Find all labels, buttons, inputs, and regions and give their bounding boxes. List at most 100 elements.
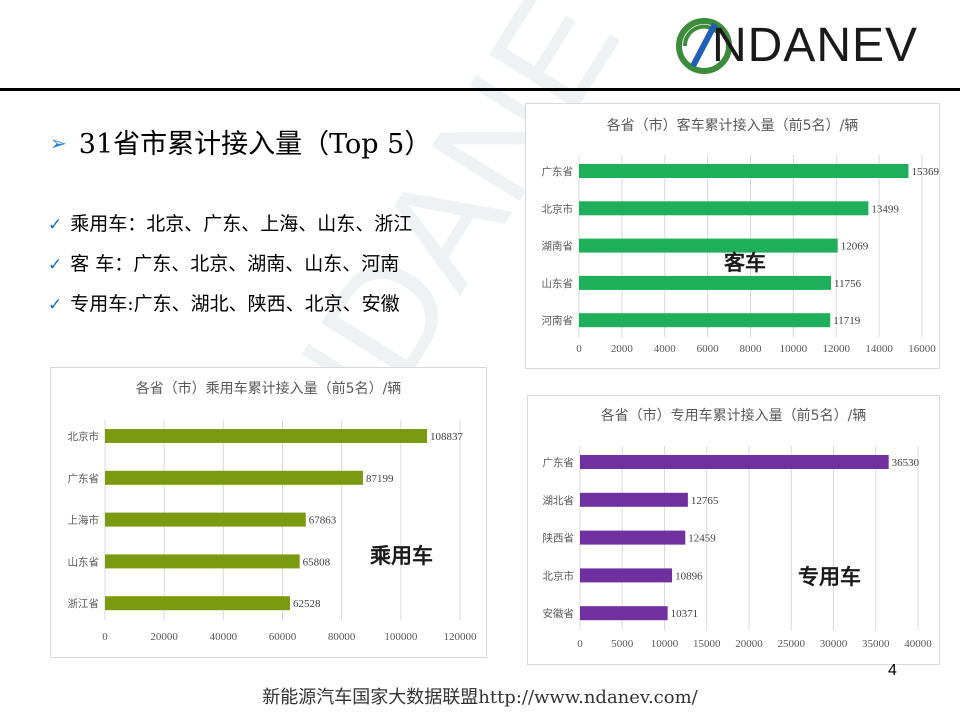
passenger-value-label: 67863 xyxy=(309,515,337,527)
ndanev-logo-icon xyxy=(676,18,732,74)
special-tick-label: 10000 xyxy=(651,638,679,650)
bus-tick-label: 14000 xyxy=(865,343,893,355)
special-bar xyxy=(580,455,889,469)
bus-category-label: 山东省 xyxy=(542,277,574,290)
bus-bar xyxy=(579,313,831,328)
bus-tick-label: 0 xyxy=(576,343,582,355)
special-category-label: 安徽省 xyxy=(543,607,575,620)
special-tick-label: 30000 xyxy=(820,638,848,650)
special-tick-label: 20000 xyxy=(735,638,763,650)
passenger-tick-label: 100000 xyxy=(384,631,418,643)
bus-tick-label: 12000 xyxy=(823,343,851,355)
page-title-text: 31省市累计接入量（Top 5） xyxy=(78,129,432,160)
passenger-bar xyxy=(105,596,290,611)
special-value-label: 12459 xyxy=(688,533,716,545)
passenger-category-label: 广东省 xyxy=(68,472,100,485)
passenger-tick-label: 120000 xyxy=(444,631,478,643)
bus-bar xyxy=(579,201,869,216)
special-bar xyxy=(580,530,686,545)
special-chart-title: 各省（市）专用车累计接入量（前5名）/辆 xyxy=(600,408,867,424)
bullet-text: 客 车：广东、北京、湖南、山东、河南 xyxy=(70,253,400,275)
header-divider xyxy=(0,88,960,91)
bus-tick-label: 2000 xyxy=(611,343,634,355)
bus-tick-label: 10000 xyxy=(780,343,808,355)
special-value-label: 36530 xyxy=(892,457,920,469)
bus-bar xyxy=(579,238,838,253)
bus-tick-label: 6000 xyxy=(697,343,720,355)
bus-bar xyxy=(579,275,832,290)
passenger-overlay-label: 乘用车 xyxy=(370,544,433,568)
special-chart-plot: 0 5000 10000 15000 20000 25000 30000 35000 40000… xyxy=(543,446,932,650)
bus-value-label: 12069 xyxy=(841,241,869,253)
passenger-tick-label: 80000 xyxy=(328,631,356,643)
special-tick-label: 40000 xyxy=(904,638,932,650)
passenger-chart-title: 各省（市）乘用车累计接入量（前5名）/辆 xyxy=(135,381,402,397)
passenger-value-label: 65808 xyxy=(303,556,331,568)
bus-tick-label: 16000 xyxy=(908,343,936,355)
page-title: ➢ 31省市累计接入量（Top 5） xyxy=(50,122,431,161)
passenger-category-label: 上海市 xyxy=(68,514,100,527)
passenger-tick-label: 40000 xyxy=(210,631,238,643)
bus-tick-label: 4000 xyxy=(654,343,677,355)
check-icon: ✓ xyxy=(48,215,63,235)
bullet-item: ✓ 专用车:广东、湖北、陕西、北京、安徽 xyxy=(48,288,412,328)
bus-bar xyxy=(579,164,909,178)
bus-category-label: 湖南省 xyxy=(542,240,574,253)
bus-category-label: 北京市 xyxy=(542,202,574,215)
bullet-text: 乘用车：北京、广东、上海、山东、浙江 xyxy=(70,213,413,235)
passenger-chart-plot: 0 20000 40000 60000 80000 100000 120000 北京市 1088… xyxy=(68,420,478,643)
special-value-label: 12765 xyxy=(691,495,719,507)
special-tick-label: 5000 xyxy=(611,638,634,650)
bullet-item: ✓ 乘用车：北京、广东、上海、山东、浙江 xyxy=(48,208,412,248)
passenger-value-label: 62528 xyxy=(293,598,321,610)
bus-value-label: 11719 xyxy=(833,315,861,327)
passenger-value-label: 87199 xyxy=(366,473,394,485)
special-tick-label: 25000 xyxy=(778,638,806,650)
check-icon: ✓ xyxy=(48,255,63,275)
passenger-tick-label: 20000 xyxy=(150,631,178,643)
special-bar xyxy=(580,606,668,621)
bus-tick-label: 8000 xyxy=(740,343,763,355)
special-category-label: 湖北省 xyxy=(543,494,575,507)
logo-text: NDANEV xyxy=(712,19,919,72)
bus-value-label: 13499 xyxy=(871,203,899,215)
special-tick-label: 15000 xyxy=(693,638,721,650)
bullet-list: ✓ 乘用车：北京、广东、上海、山东、浙江 ✓ 客 车：广东、北京、湖南、山东、河南 … xyxy=(48,208,412,328)
special-tick-label: 35000 xyxy=(862,638,890,650)
bus-category-label: 广东省 xyxy=(542,165,574,178)
bus-chart-plot: 0 2000 4000 6000 8000 10000 12000 14000 16000 广东省… xyxy=(542,155,939,355)
bus-value-label: 11756 xyxy=(834,278,862,290)
special-category-label: 广东省 xyxy=(543,456,575,469)
passenger-category-label: 山东省 xyxy=(68,555,100,568)
passenger-chart: 各省（市）乘用车累计接入量（前5名）/辆 0 20000 40000 60000 800… xyxy=(50,367,487,658)
passenger-category-label: 浙江省 xyxy=(68,597,100,610)
special-category-label: 北京市 xyxy=(543,569,575,582)
special-overlay-label: 专用车 xyxy=(798,565,861,589)
passenger-bar xyxy=(105,512,306,527)
special-bar xyxy=(580,492,688,507)
passenger-bar xyxy=(105,429,427,443)
bus-chart: 各省（市）客车累计接入量（前5名）/辆 0 2000 4000 6000 8000 100… xyxy=(525,103,940,369)
bus-category-label: 河南省 xyxy=(542,314,574,327)
special-bar xyxy=(580,568,673,583)
bullet-item: ✓ 客 车：广东、北京、湖南、山东、河南 xyxy=(48,248,412,288)
footer-text: 新能源汽车国家大数据联盟http://www.ndanev.com/ xyxy=(262,687,698,708)
page-number: 4 xyxy=(888,662,897,679)
special-value-label: 10896 xyxy=(675,570,703,582)
bus-value-label: 15369 xyxy=(911,166,939,178)
bus-chart-title: 各省（市）客车累计接入量（前5名）/辆 xyxy=(606,118,859,134)
passenger-bar xyxy=(105,470,363,485)
special-value-label: 10371 xyxy=(671,608,699,620)
passenger-bar xyxy=(105,554,300,569)
passenger-value-label: 108837 xyxy=(430,431,464,443)
special-chart: 各省（市）专用车累计接入量（前5名）/辆 0 5000 10000 15000 2000… xyxy=(527,395,940,665)
passenger-tick-label: 0 xyxy=(102,631,108,643)
bus-overlay-label: 客车 xyxy=(724,251,766,275)
passenger-category-label: 北京市 xyxy=(68,430,100,443)
arrow-bullet-icon: ➢ xyxy=(50,131,67,155)
passenger-tick-label: 60000 xyxy=(269,631,297,643)
special-tick-label: 0 xyxy=(577,638,583,650)
bullet-text: 专用车:广东、湖北、陕西、北京、安徽 xyxy=(70,293,400,315)
special-category-label: 陕西省 xyxy=(543,532,575,545)
check-icon: ✓ xyxy=(48,295,63,315)
